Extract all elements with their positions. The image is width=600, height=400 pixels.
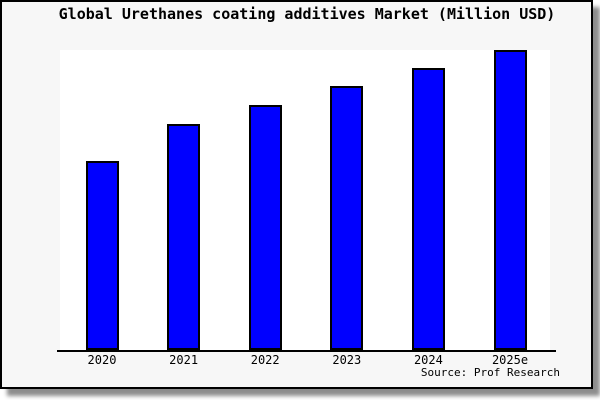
source-caption: Source: Prof Research	[420, 366, 560, 379]
bar-2023	[330, 86, 364, 350]
bar-2021	[167, 124, 201, 350]
plot-area	[60, 50, 550, 350]
bar-2024	[411, 68, 445, 350]
bar-2022	[248, 105, 282, 350]
bar-2025e	[493, 50, 527, 350]
chart-title: Global Urethanes coating additives Marke…	[58, 5, 556, 23]
bar-2020	[85, 161, 119, 350]
x-axis-line	[57, 350, 556, 352]
